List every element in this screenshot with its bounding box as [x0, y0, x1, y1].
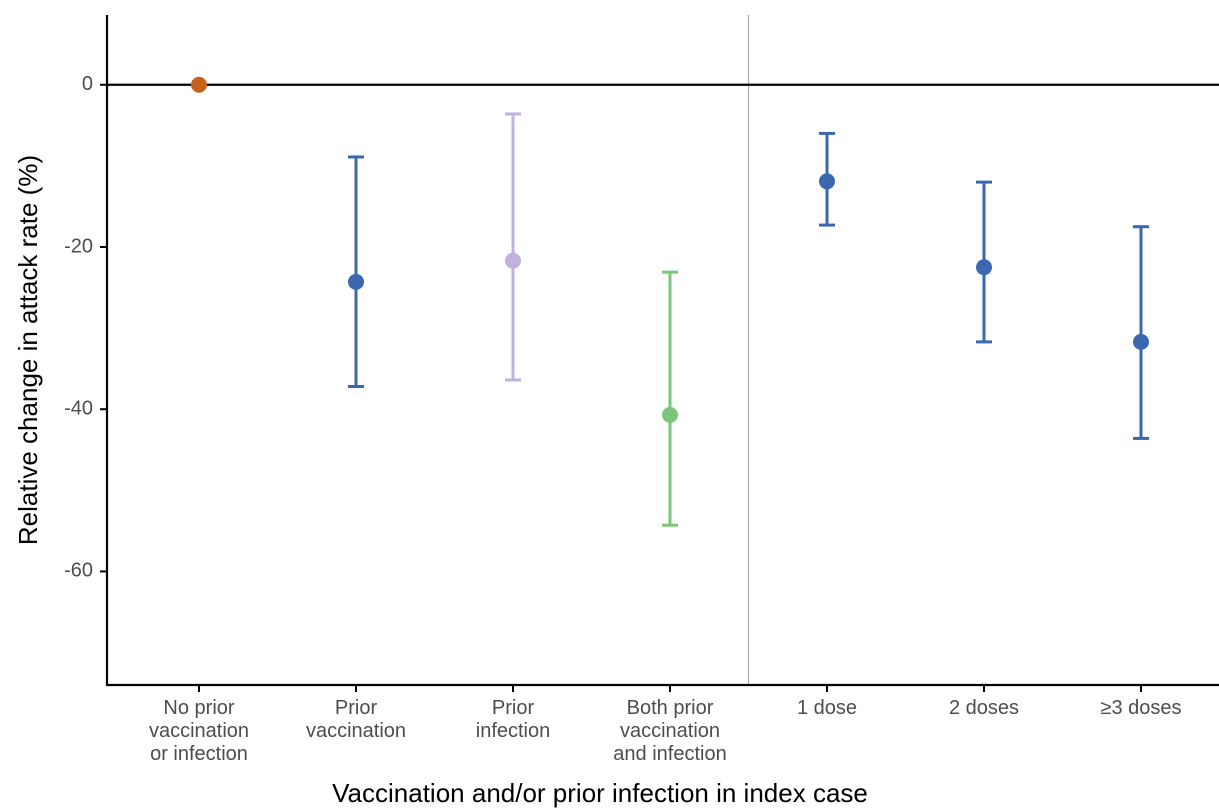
point — [662, 406, 678, 423]
y-axis-title: Relative change in attack rate (%) — [13, 155, 43, 545]
point — [191, 76, 207, 93]
x-tick-label: No prior vaccination or infection — [148, 697, 250, 765]
y-tick-label: 0 — [82, 73, 93, 95]
point — [819, 173, 835, 190]
x-tick-label: 2 doses — [948, 697, 1020, 719]
y-tick-label: -40 — [64, 397, 93, 419]
y-tick-label: -60 — [64, 560, 93, 582]
y-tick-label: -20 — [64, 235, 93, 257]
point — [1133, 333, 1149, 350]
x-tick-label: Prior infection — [475, 697, 551, 742]
point — [505, 252, 521, 269]
x-tick-label: 1 dose — [796, 697, 858, 719]
point — [976, 259, 992, 276]
x-axis-title: Vaccination and/or prior infection in in… — [332, 778, 868, 808]
x-tick-label: Prior vaccination — [305, 697, 407, 742]
point — [348, 273, 364, 290]
x-tick-label: Both prior vaccination and infection — [613, 697, 727, 765]
x-tick-label: ≥3 doses — [1100, 697, 1182, 719]
